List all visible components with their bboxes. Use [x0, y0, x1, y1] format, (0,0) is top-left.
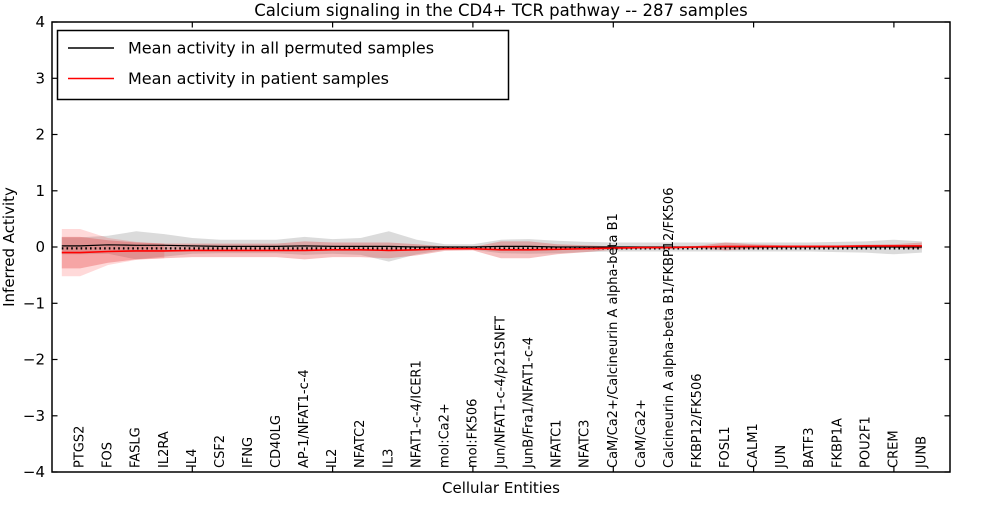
x-tick-label: JunB/Fra1/NFAT1-c-4: [522, 337, 537, 469]
x-tick-label: Jun/NFAT1-c-4/p21SNFT: [494, 316, 509, 469]
patient-mean-line: [61, 245, 922, 254]
y-tick-label: −1: [23, 294, 45, 312]
x-tick-label: NFATC1: [550, 420, 565, 468]
x-tick-label: NFATC2: [353, 420, 368, 468]
legend-box: [56, 29, 510, 101]
x-tick-label: NFAT1-c-4/ICER1: [409, 360, 424, 468]
x-axis-label: Cellular Entities: [442, 479, 560, 497]
x-tick-label: IL2RA: [157, 431, 172, 468]
x-tick-label: IL2: [325, 449, 340, 468]
x-tick-label: IFNG: [241, 437, 256, 468]
x-tick-label: CaM/Ca2+/Calcineurin A alpha-beta B1: [606, 213, 621, 468]
y-tick-label: 3: [35, 69, 45, 87]
patient-outer-band: [61, 229, 165, 277]
y-axis-label: Inferred Activity: [0, 187, 18, 307]
legend-entry-label: Mean activity in all permuted samples: [128, 39, 434, 58]
x-tick-label: mol:FK506: [465, 399, 480, 468]
y-tick-label: −3: [23, 407, 45, 425]
legend: Mean activity in all permuted samples Mea…: [56, 29, 510, 101]
x-tick-label: AP-1/NFAT1-c-4: [297, 369, 312, 468]
x-tick-label: FOSL1: [718, 427, 733, 468]
x-tick-label: BATF3: [802, 428, 817, 469]
x-tick-label: Calcineurin A alpha-beta B1/FKBP12/FK506: [662, 188, 677, 468]
x-tick-label: CD40LG: [269, 415, 284, 468]
x-tick-label: IL3: [381, 449, 396, 468]
x-tick-label: IL4: [185, 449, 200, 468]
series-lines: [61, 244, 922, 254]
y-tick-label: 2: [35, 126, 45, 144]
x-tick-label: mol:Ca2+: [437, 403, 452, 468]
x-tick-label: CSF2: [213, 435, 228, 468]
x-tick-label: FOS: [101, 442, 116, 468]
y-tick-label: 1: [35, 182, 45, 200]
patient-confidence-band: [61, 236, 922, 269]
y-tick-label: −2: [23, 351, 45, 369]
x-tick-label: CALM1: [746, 423, 761, 468]
x-tick-label: FKBP12/FK506: [690, 374, 705, 469]
y-tick-label: 4: [35, 13, 45, 31]
x-tick-labels: PTGS2 FOS FASLG IL2RA IL4 CSF2 IFNG CD40LG AP-1/…: [73, 188, 930, 469]
x-tick-label: POU2F1: [858, 416, 873, 468]
x-tick-label: FKBP1A: [830, 418, 845, 468]
x-tick-label: FASLG: [129, 427, 144, 468]
y-tick-labels: 4 3 2 1 0 −1 −2 −3 −4: [23, 13, 45, 481]
x-tick-label: CaM/Ca2+: [634, 399, 649, 468]
y-tick-label: 0: [35, 238, 45, 256]
x-tick-label: NFATC3: [578, 420, 593, 468]
x-tick-label: JUN: [774, 445, 789, 469]
plot-frame: [51, 21, 951, 473]
axis-ticks: [52, 21, 950, 473]
x-tick-label: CREM: [886, 430, 901, 468]
x-tick-label: PTGS2: [73, 426, 88, 468]
chart-title: Calcium signaling in the CD4+ TCR pathwa…: [254, 1, 748, 20]
legend-entry-label: Mean activity in patient samples: [128, 69, 389, 88]
x-tick-label: JUNB: [914, 436, 929, 469]
y-tick-label: −4: [23, 463, 45, 481]
